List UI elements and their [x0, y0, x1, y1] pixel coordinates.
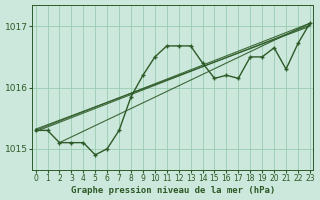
X-axis label: Graphe pression niveau de la mer (hPa): Graphe pression niveau de la mer (hPa)	[71, 186, 275, 195]
